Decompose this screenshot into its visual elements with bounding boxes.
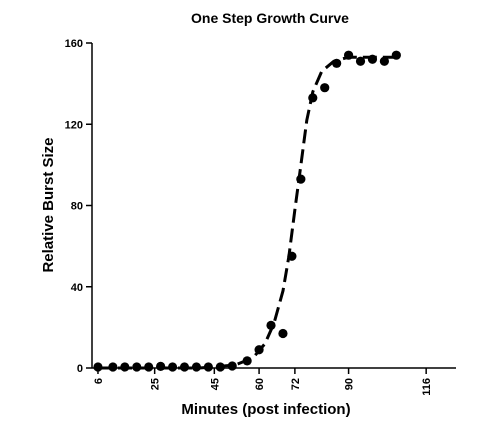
x-axis-label: Minutes (post infection) (181, 401, 350, 418)
x-tick-label-5: 90 (344, 378, 356, 390)
x-tick-label-3: 60 (254, 378, 266, 390)
data-points-layer (93, 50, 401, 372)
data-point-23 (367, 54, 378, 64)
y-tick-label-2: 80 (71, 201, 83, 213)
y-tick-label-4: 160 (65, 38, 83, 50)
x-tick-label-4: 72 (290, 378, 302, 390)
data-point-3 (132, 362, 142, 372)
x-axis-ticks: 6 25 45 60 72 90 116 (93, 368, 433, 396)
data-point-0 (93, 362, 103, 372)
data-point-1 (108, 362, 118, 372)
data-point-6 (167, 362, 178, 372)
data-point-12 (242, 356, 252, 366)
data-point-19 (320, 83, 330, 93)
y-tick-label-3: 120 (65, 119, 83, 131)
x-tick-label-1: 25 (150, 378, 162, 390)
x-tick-label-0: 6 (93, 378, 105, 384)
data-point-9 (203, 362, 213, 372)
x-tick-label-6: 116 (421, 378, 433, 396)
y-tick-label-0: 0 (77, 363, 83, 375)
data-point-16 (287, 251, 297, 261)
y-tick-label-1: 40 (71, 282, 83, 294)
data-point-14 (266, 320, 276, 330)
data-point-8 (191, 362, 202, 372)
data-point-7 (179, 362, 190, 372)
data-point-10 (215, 362, 225, 372)
data-point-17 (296, 174, 306, 184)
y-axis-label: Relative Burst Size (40, 137, 57, 272)
x-tick-label-2: 45 (209, 378, 221, 390)
data-point-25 (391, 50, 401, 60)
data-point-5 (156, 361, 166, 371)
data-point-15 (278, 328, 288, 339)
data-point-4 (144, 362, 154, 372)
data-point-20 (332, 58, 342, 68)
data-point-21 (343, 50, 354, 60)
data-point-22 (355, 56, 366, 66)
data-point-24 (379, 56, 389, 66)
fit-curve-layer (98, 55, 397, 370)
data-point-2 (120, 362, 130, 372)
data-point-11 (227, 361, 237, 371)
y-axis-ticks: 0 40 80 120 160 (65, 38, 92, 375)
fit-curve (98, 55, 397, 370)
data-point-18 (308, 93, 318, 103)
data-point-13 (254, 345, 264, 355)
chart-title: One Step Growth Curve (191, 10, 349, 26)
